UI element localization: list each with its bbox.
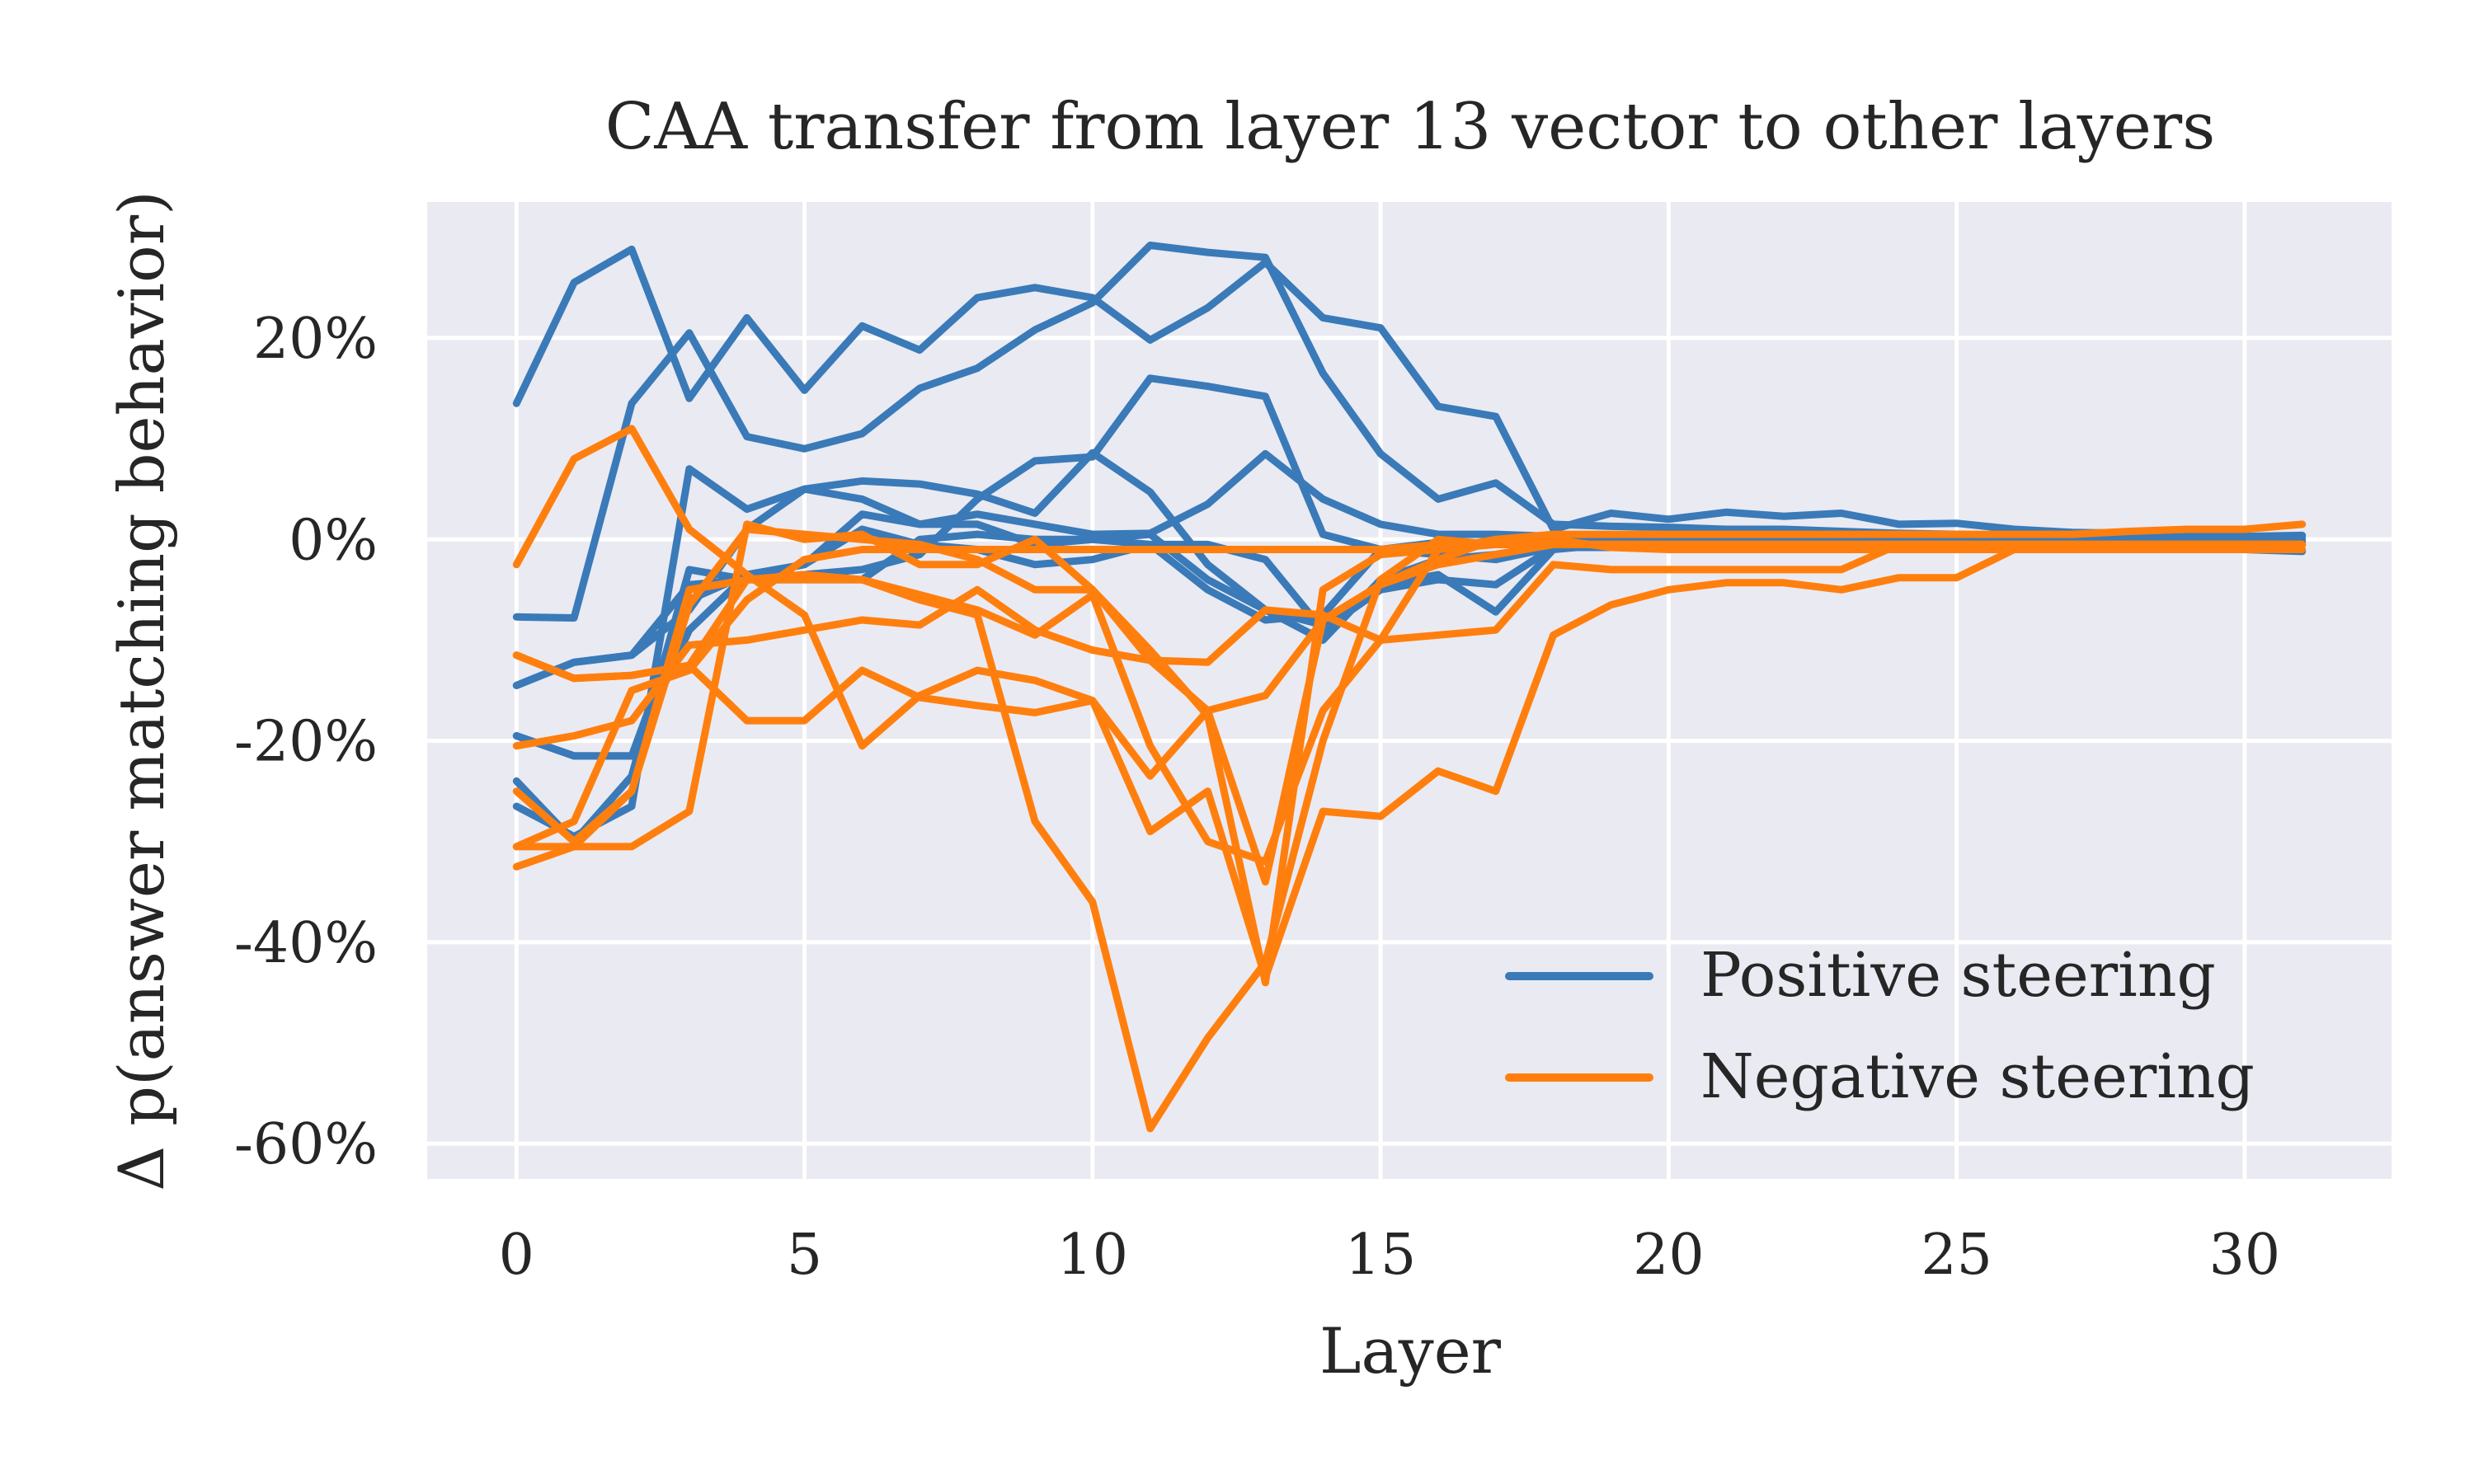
x-tick-label: 0 xyxy=(499,1223,534,1288)
negative-steering-series-line xyxy=(512,535,2307,866)
negative-steering-series-line xyxy=(512,540,2307,982)
y-tick-label: 20% xyxy=(253,307,378,372)
tick-labels: 0 5 10 15 20 25 30 -60% -40% -20% 0% 20% xyxy=(234,307,2280,1288)
x-axis-label: Layer xyxy=(1319,1314,1502,1388)
x-tick-label: 5 xyxy=(787,1223,822,1288)
x-tick-label: 15 xyxy=(1345,1223,1417,1288)
x-tick-label: 20 xyxy=(1633,1223,1705,1288)
x-tick-label: 10 xyxy=(1057,1223,1129,1288)
x-tick-label: 30 xyxy=(2209,1223,2281,1288)
y-tick-label: -20% xyxy=(234,710,378,775)
legend-label-positive: Positive steering xyxy=(1700,940,2216,1011)
y-tick-label: 0% xyxy=(289,508,378,573)
y-tick-label: -60% xyxy=(234,1112,378,1177)
positive-steering-series-line xyxy=(512,245,2307,541)
chart-title: CAA transfer from layer 13 vector to oth… xyxy=(605,90,2215,164)
negative-steering-series-line xyxy=(512,525,2307,886)
series-group xyxy=(512,242,2307,1133)
legend: Positive steering Negative steering xyxy=(1505,940,2255,1112)
y-axis-label: Δ p(answer matching behavior) xyxy=(105,190,178,1190)
x-tick-label: 25 xyxy=(1921,1223,1992,1288)
y-tick-label: -40% xyxy=(234,911,378,976)
grid xyxy=(427,202,2392,1179)
legend-label-negative: Negative steering xyxy=(1700,1041,2255,1112)
